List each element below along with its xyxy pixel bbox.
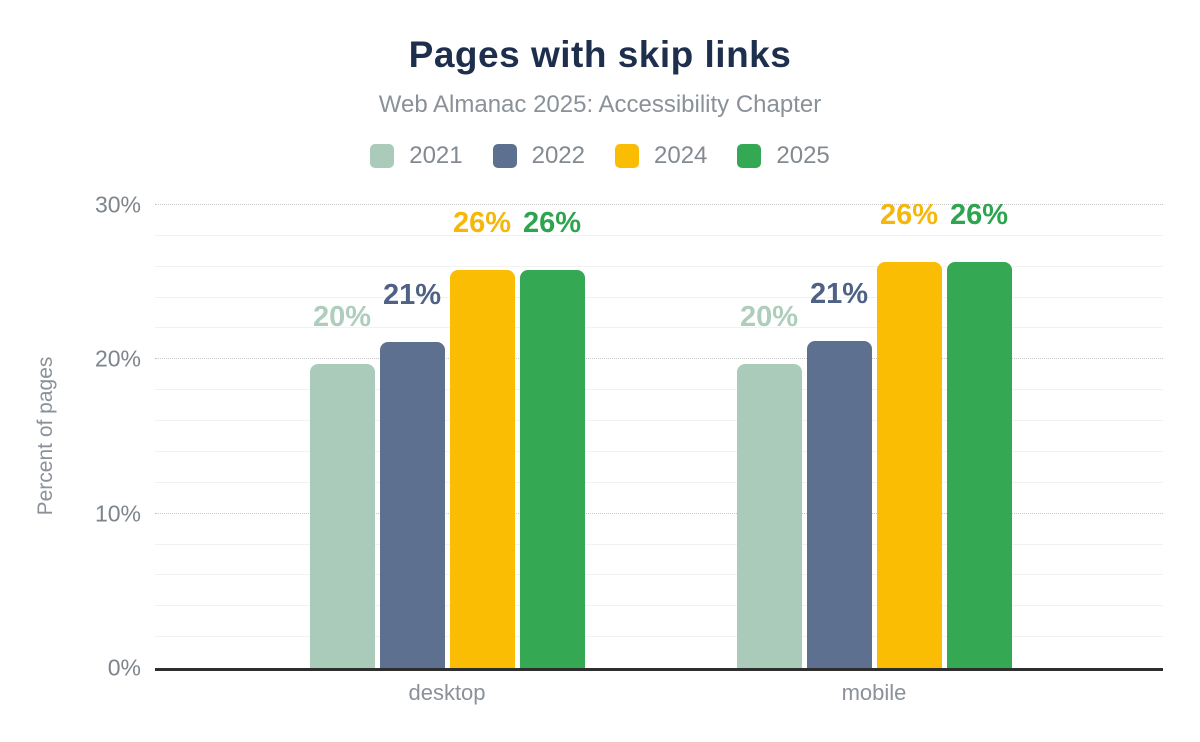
plot-area: 0% 10% 20% 30% 20% 21% 26% 26% desktop 20% 21% 26% 2… (95, 192, 1163, 705)
legend-item-2025: 2025 (737, 142, 830, 170)
y-tick-label-0: 0% (107, 654, 141, 681)
gridline-20 (155, 358, 1163, 360)
gridline-4 (155, 605, 1163, 607)
bar-mobile-2025 (946, 262, 1012, 668)
gridline-16 (155, 420, 1163, 422)
chart-subtitle: Web Almanac 2025: Accessibility Chapter (378, 91, 822, 118)
bar-desktop-2025 (519, 269, 585, 668)
bar-slot-desktop-2024: 26% (449, 205, 515, 668)
gridline-14 (155, 450, 1163, 452)
gridline-28 (155, 234, 1163, 236)
bar-desktop-2024 (449, 269, 515, 668)
legend-swatch-2022 (492, 144, 517, 168)
gridline-8 (155, 543, 1163, 545)
legend-label-2021: 2021 (409, 142, 463, 169)
bar-slot-desktop-2025: 26% (519, 205, 585, 668)
bar-slot-mobile-2022: 21% (806, 205, 872, 668)
chart-title: Pages with skip links (408, 34, 792, 75)
bar-slot-mobile-2025: 26% (946, 199, 1012, 668)
bar-slot-desktop-2021: 20% (309, 205, 375, 668)
bar-group-desktop: 20% 21% 26% 26% (309, 205, 585, 668)
legend-swatch-2025 (737, 144, 762, 168)
bar-desktop-2022 (379, 342, 445, 668)
bar-slot-mobile-2024: 26% (876, 199, 942, 668)
legend-swatch-2021 (370, 144, 395, 168)
legend-item-2021: 2021 (370, 142, 463, 170)
gridline-22 (155, 327, 1163, 329)
gridline-12 (155, 481, 1163, 483)
gridline-24 (155, 296, 1163, 298)
legend-label-2022: 2022 (531, 142, 585, 169)
bar-slot-desktop-2022: 21% (379, 205, 445, 668)
gridline-26 (155, 265, 1163, 267)
legend-label-2025: 2025 (776, 142, 830, 169)
y-axis-title: Percent of pages (34, 356, 57, 516)
bar-mobile-2021 (736, 363, 802, 668)
bar-mobile-2024 (876, 262, 942, 668)
legend: 2021 2022 2024 2025 (0, 142, 1200, 170)
legend-label-2024: 2024 (654, 142, 708, 169)
gridline-30 (155, 204, 1163, 205)
gridline-10 (155, 512, 1163, 514)
gridline-6 (155, 574, 1163, 576)
x-category-label-desktop: desktop (408, 680, 486, 705)
bar-mobile-2022 (806, 340, 872, 668)
y-tick-label-30: 30% (94, 191, 141, 218)
gridline-2 (155, 636, 1163, 638)
legend-item-2024: 2024 (615, 142, 707, 170)
bar-slot-mobile-2021: 20% (736, 205, 802, 668)
x-category-label-mobile: mobile (841, 680, 907, 705)
gridline-18 (155, 389, 1163, 391)
y-tick-label-10: 10% (94, 500, 141, 527)
legend-swatch-2024 (615, 144, 639, 168)
bar-group-mobile: 20% 21% 26% 26% (736, 199, 1012, 668)
y-tick-label-20: 20% (94, 345, 141, 372)
bar-desktop-2021 (309, 363, 375, 668)
legend-item-2022: 2022 (492, 142, 585, 170)
